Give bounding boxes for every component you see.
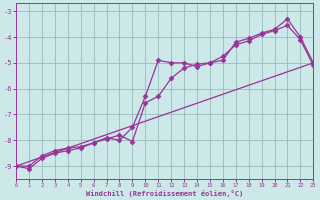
X-axis label: Windchill (Refroidissement éolien,°C): Windchill (Refroidissement éolien,°C) [86, 190, 243, 197]
